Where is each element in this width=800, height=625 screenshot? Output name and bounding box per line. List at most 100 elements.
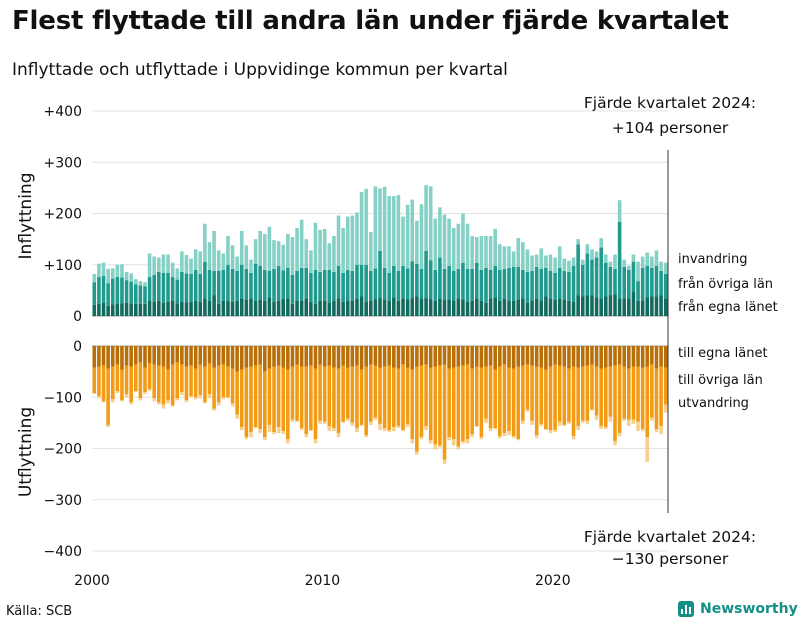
- bar-segment: [235, 414, 239, 419]
- bar-segment: [309, 365, 313, 431]
- bar-segment: [244, 268, 249, 300]
- bar-segment: [424, 250, 428, 299]
- bar-segment: [470, 268, 474, 301]
- bar-segment: [341, 227, 345, 273]
- bar-segment: [368, 300, 373, 316]
- bar-segment: [258, 429, 262, 434]
- bar-segment: [276, 300, 281, 316]
- bar-segment: [359, 346, 364, 370]
- bar-segment: [309, 250, 313, 273]
- bar-segment: [410, 346, 415, 370]
- bar-segment: [650, 296, 654, 316]
- bar-segment: [539, 423, 544, 426]
- bar-segment: [392, 196, 396, 266]
- y-tick-label: +300: [44, 155, 82, 171]
- bar-segment: [203, 402, 207, 404]
- bar-segment: [382, 267, 387, 300]
- bar-segment: [120, 303, 124, 316]
- bar-segment: [419, 298, 424, 316]
- bar-segment: [129, 273, 133, 282]
- bar-segment: [447, 437, 451, 441]
- bar-segment: [622, 418, 627, 421]
- bar-segment: [617, 298, 622, 316]
- bar-segment: [166, 346, 170, 370]
- bar-segment: [557, 267, 562, 299]
- bar-segment: [590, 346, 594, 365]
- bar-segment: [170, 364, 175, 406]
- bar-segment: [659, 425, 663, 435]
- bar-segment: [341, 301, 345, 316]
- bar-segment: [419, 268, 424, 299]
- bar-segment: [221, 269, 226, 301]
- bar-segment: [590, 364, 594, 410]
- bar-segment: [147, 277, 152, 301]
- bar-segment: [627, 368, 631, 420]
- bar-segment: [553, 257, 557, 273]
- bar-segment: [451, 270, 456, 301]
- bar-segment: [428, 440, 433, 444]
- series-label: till egna länet: [678, 346, 768, 361]
- bar-segment: [396, 346, 401, 369]
- bar-segment: [424, 425, 428, 431]
- bar-segment: [290, 237, 295, 275]
- bar-segment: [433, 269, 438, 301]
- bar-segment: [147, 300, 152, 316]
- bar-segment: [345, 367, 350, 419]
- bar-segment: [617, 433, 622, 437]
- bar-segment: [433, 444, 438, 450]
- bar-segment: [207, 242, 212, 270]
- bar-segment: [345, 300, 350, 316]
- bar-segment: [447, 299, 451, 316]
- bar-segment: [378, 367, 382, 424]
- bar-segment: [97, 263, 101, 278]
- bar-segment: [525, 409, 530, 412]
- bar-segment: [373, 365, 378, 418]
- bar-segment: [180, 301, 184, 316]
- bar-segment: [92, 346, 97, 368]
- bar-segment: [382, 346, 387, 367]
- bar-segment: [493, 297, 497, 316]
- bar-segment: [608, 266, 613, 296]
- bar-segment: [313, 269, 318, 304]
- bar-segment: [359, 424, 364, 426]
- bar-segment: [631, 291, 636, 316]
- bar-segment: [193, 397, 198, 400]
- bar-segment: [663, 298, 668, 316]
- bar-segment: [590, 295, 594, 316]
- bar-segment: [336, 298, 341, 316]
- series-label: till övriga län: [678, 373, 763, 388]
- bar-segment: [405, 204, 410, 269]
- bar-segment: [249, 366, 253, 433]
- series-label: från egna länet: [678, 300, 778, 315]
- bar-segment: [534, 266, 539, 299]
- bar-segment: [133, 284, 138, 304]
- bar-segment: [322, 228, 327, 270]
- bar-segment: [507, 300, 511, 316]
- bar-segment: [599, 238, 603, 248]
- bar-segment: [442, 459, 447, 464]
- bar-segment: [281, 367, 286, 432]
- bar-segment: [226, 236, 230, 265]
- bar-segment: [258, 265, 262, 300]
- bar-segment: [147, 389, 152, 392]
- bar-segment: [230, 268, 235, 302]
- bar-segment: [355, 365, 359, 428]
- bar-segment: [525, 346, 530, 365]
- bar-segment: [198, 251, 203, 274]
- bar-segment: [184, 346, 189, 367]
- bar-segment: [654, 368, 659, 430]
- bar-segment: [359, 191, 364, 265]
- bar-segment: [631, 366, 636, 420]
- bar-segment: [152, 275, 156, 302]
- bar-segment: [608, 295, 613, 316]
- bar-segment: [557, 346, 562, 366]
- bar-segment: [428, 260, 433, 300]
- bar-segment: [138, 362, 143, 399]
- bar-segment: [603, 346, 608, 368]
- bar-segment: [451, 367, 456, 440]
- bar-segment: [253, 239, 258, 264]
- bar-segment: [511, 251, 516, 267]
- bar-segment: [387, 196, 392, 273]
- bar-segment: [318, 271, 322, 301]
- bar-segment: [281, 299, 286, 316]
